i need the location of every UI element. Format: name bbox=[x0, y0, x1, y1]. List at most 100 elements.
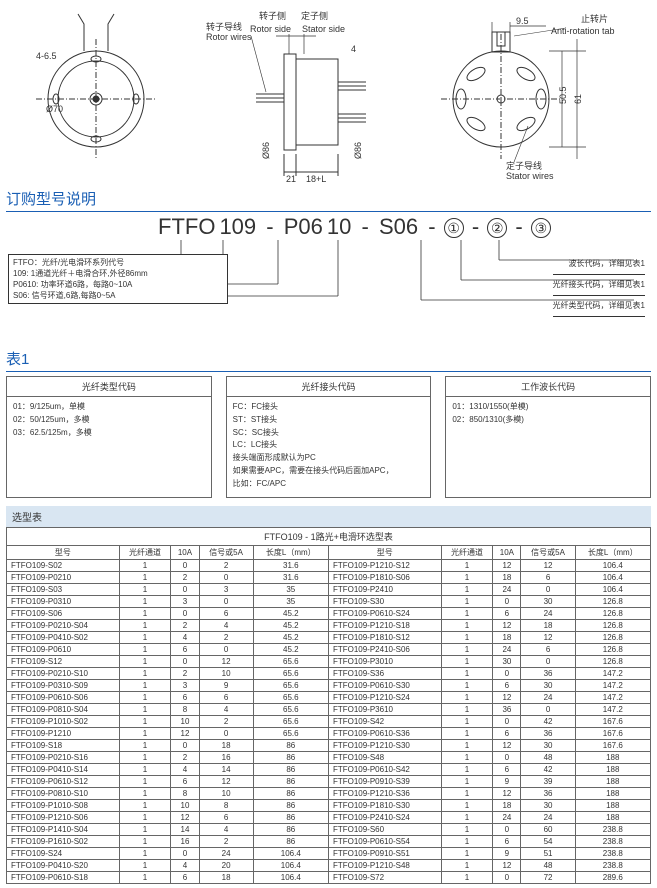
table-cell: 126.8 bbox=[575, 644, 650, 656]
t1-line: LC：LC接头 bbox=[233, 439, 425, 452]
table-cell: 86 bbox=[253, 740, 328, 752]
table-cell: 0 bbox=[171, 656, 199, 668]
table-cell: 24 bbox=[493, 812, 521, 824]
table-row: FTFO109-S0610645.2FTFO109-P0610-S2416241… bbox=[7, 608, 651, 620]
table-cell: 1 bbox=[119, 788, 171, 800]
table-cell: 1 bbox=[119, 656, 171, 668]
table-cell: 12 bbox=[493, 788, 521, 800]
svg-text:21: 21 bbox=[286, 174, 296, 184]
table-cell: 0 bbox=[493, 596, 521, 608]
table-cell: 1 bbox=[441, 728, 493, 740]
table-row: FTFO109-P0610-S181618106.4FTFO109-S72107… bbox=[7, 872, 651, 884]
table-row: FTFO109-S18101886FTFO109-P1210-S30112301… bbox=[7, 740, 651, 752]
table-cell: 1 bbox=[119, 872, 171, 884]
order-code-area: FTFO109 - P0610 - S06 - ① - ② - ③ FTFO：光… bbox=[6, 214, 651, 344]
table-cell: 31.6 bbox=[253, 572, 328, 584]
table-cell: 106.4 bbox=[253, 848, 328, 860]
table-cell: 1 bbox=[441, 692, 493, 704]
table-cell: 9 bbox=[493, 776, 521, 788]
table-cell: 14 bbox=[199, 764, 253, 776]
table-cell: 12 bbox=[171, 728, 199, 740]
table-cell: 2 bbox=[199, 560, 253, 572]
table-cell: FTFO109-P0210 bbox=[7, 572, 120, 584]
table-cell: 6 bbox=[199, 692, 253, 704]
table-cell: FTFO109-P1210-S36 bbox=[328, 788, 441, 800]
table-cell: 1 bbox=[119, 860, 171, 872]
table-cell: 10 bbox=[199, 668, 253, 680]
table-cell: 1 bbox=[441, 764, 493, 776]
table-cell: FTFO109-P1010-S08 bbox=[7, 800, 120, 812]
table-cell: 12 bbox=[493, 620, 521, 632]
sel-col-header: 信号或5A bbox=[521, 546, 575, 560]
table-cell: FTFO109-P1210-S24 bbox=[328, 692, 441, 704]
table-cell: 12 bbox=[199, 776, 253, 788]
table-cell: 24 bbox=[199, 848, 253, 860]
table-cell: 6 bbox=[493, 728, 521, 740]
seg-s06: S06 bbox=[377, 214, 420, 240]
table-cell: FTFO109-S02 bbox=[7, 560, 120, 572]
table-row: FTFO109-P021012031.6FTFO109-P1810-S06118… bbox=[7, 572, 651, 584]
table-cell: 1 bbox=[119, 680, 171, 692]
table-cell: FTFO109-P0610-S30 bbox=[328, 680, 441, 692]
table-cell: FTFO109-P0610 bbox=[7, 644, 120, 656]
table-cell: 18 bbox=[493, 632, 521, 644]
table-cell: 1 bbox=[119, 824, 171, 836]
table-cell: 188 bbox=[575, 800, 650, 812]
table-cell: 18 bbox=[521, 620, 575, 632]
table-cell: 1 bbox=[441, 872, 493, 884]
table-cell: 12 bbox=[493, 740, 521, 752]
table-cell: 1 bbox=[441, 836, 493, 848]
svg-text:Stator side: Stator side bbox=[302, 24, 345, 34]
table-cell: 3 bbox=[171, 680, 199, 692]
table-cell: 65.6 bbox=[253, 656, 328, 668]
circled-1: ① bbox=[444, 218, 464, 238]
seg-p06: P06 bbox=[282, 214, 325, 240]
table-row: FTFO109-P0210-S16121686FTFO109-S48104818… bbox=[7, 752, 651, 764]
table-cell: 65.6 bbox=[253, 704, 328, 716]
table-cell: 188 bbox=[575, 752, 650, 764]
t1-col3-body: 01：1310/1550(单模)02：850/1310(多模) bbox=[446, 397, 650, 497]
t1-col2-body: FC：FC接头ST：ST接头SC：SC接头LC：LC接头接头端面形成默认为PC如… bbox=[227, 397, 431, 497]
table-cell: 1 bbox=[119, 668, 171, 680]
table-cell: 0 bbox=[521, 656, 575, 668]
order-legend-right: 波长代码，详细见表1 光纤接头代码，详细见表1 光纤类型代码，详细见表1 bbox=[553, 254, 645, 317]
table-cell: 6 bbox=[171, 692, 199, 704]
table-cell: FTFO109-P0610-S36 bbox=[328, 728, 441, 740]
table-cell: 12 bbox=[171, 812, 199, 824]
legend-left-2: P0610: 功率环道6路，每路0~10A bbox=[13, 279, 223, 290]
table-cell: 18 bbox=[199, 740, 253, 752]
sel-header-row: 型号光纤通道10A信号或5A长度L（mm）型号光纤通道10A信号或5A长度L（m… bbox=[7, 546, 651, 560]
table-cell: 0 bbox=[199, 572, 253, 584]
table-cell: 45.2 bbox=[253, 608, 328, 620]
table-cell: FTFO109-P1210-S48 bbox=[328, 860, 441, 872]
table-cell: FTFO109-S30 bbox=[328, 596, 441, 608]
table-cell: 16 bbox=[199, 752, 253, 764]
legend-left-0: FTFO：光纤/光电滑环系列代号 bbox=[13, 257, 223, 268]
table-row: FTFO109-P0610-S0616665.6FTFO109-P1210-S2… bbox=[7, 692, 651, 704]
t1-col1-body: 01：9/125um，单模02：50/125um，多模03：62.5/125m，… bbox=[7, 397, 211, 497]
table-cell: 35 bbox=[253, 584, 328, 596]
t1-line: 02：50/125um，多模 bbox=[13, 414, 205, 427]
t1-line: 如果需要APC，需要在接头代码后面加APC， bbox=[233, 465, 425, 478]
table-cell: 1 bbox=[119, 692, 171, 704]
table-cell: 167.6 bbox=[575, 728, 650, 740]
sel-col-header: 信号或5A bbox=[199, 546, 253, 560]
table-cell: FTFO109-P2410-S06 bbox=[328, 644, 441, 656]
table-cell: 0 bbox=[171, 584, 199, 596]
sel-col-header: 长度L（mm） bbox=[253, 546, 328, 560]
table-cell: 167.6 bbox=[575, 740, 650, 752]
table-cell: 1 bbox=[119, 620, 171, 632]
table-cell: FTFO109-P1810-S30 bbox=[328, 800, 441, 812]
table-cell: 45.2 bbox=[253, 632, 328, 644]
sel-col-header: 型号 bbox=[7, 546, 120, 560]
table-cell: 6 bbox=[521, 572, 575, 584]
table-cell: 106.4 bbox=[253, 860, 328, 872]
table-cell: 36 bbox=[521, 668, 575, 680]
table-cell: 86 bbox=[253, 824, 328, 836]
table-cell: 6 bbox=[493, 608, 521, 620]
table-cell: 35 bbox=[253, 596, 328, 608]
table-cell: 2 bbox=[171, 752, 199, 764]
table-cell: 8 bbox=[171, 788, 199, 800]
seg-10: 10 bbox=[325, 214, 353, 240]
table-cell: FTFO109-P1810-S06 bbox=[328, 572, 441, 584]
